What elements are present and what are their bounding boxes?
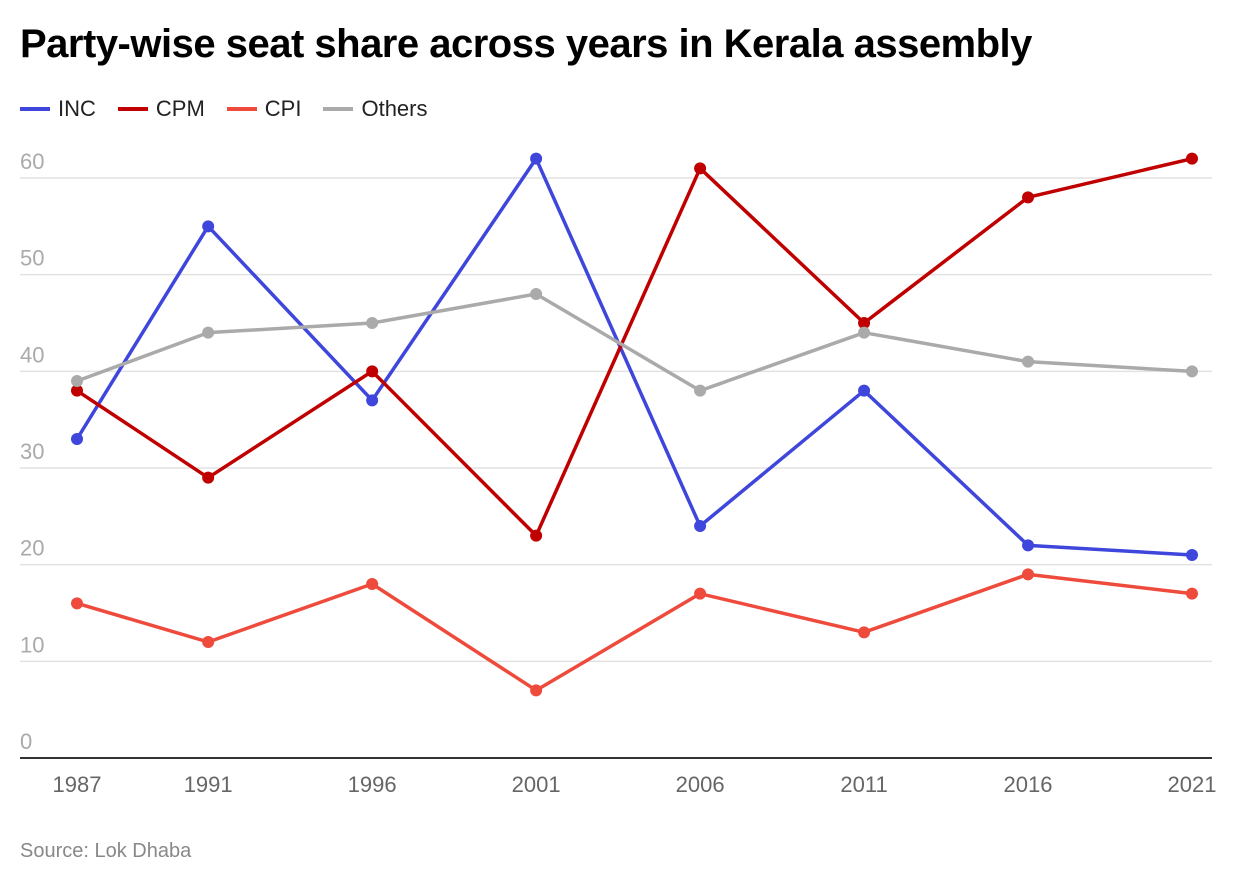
legend-item-others: Others [323, 96, 428, 122]
series-line-cpi [76, 572, 1193, 693]
data-point-inc [694, 520, 707, 532]
legend-swatch [323, 107, 354, 111]
data-point-cpm [202, 471, 215, 484]
data-point-others [1186, 365, 1198, 378]
data-point-cpm [530, 529, 543, 542]
source-note: Source: Lok Dhaba [20, 840, 192, 862]
legend-label: CPM [155, 96, 205, 121]
y-tick-label: 50 [20, 246, 44, 271]
legend-label: INC [58, 96, 96, 121]
data-point-others [858, 326, 871, 339]
y-tick-label: 10 [20, 632, 44, 657]
legend-swatch [226, 107, 257, 111]
series-line-cpm [76, 156, 1193, 538]
data-point-inc [530, 152, 543, 165]
chart-title: Party-wise seat share across years in Ke… [20, 22, 1032, 66]
data-point-others [694, 384, 707, 397]
y-tick-label: 40 [20, 342, 44, 367]
data-point-inc [366, 394, 379, 407]
y-tick-label: 0 [20, 729, 32, 754]
legend-swatch [20, 107, 50, 111]
data-point-cpi [1022, 568, 1035, 581]
legend-item-inc: INC [20, 96, 96, 122]
legend-label: Others [361, 96, 428, 121]
x-tick-label: 1996 [348, 772, 397, 797]
series-line-others [76, 292, 1193, 393]
x-tick-label: 2011 [840, 772, 887, 797]
y-tick-label: 60 [20, 149, 44, 174]
data-point-cpm [366, 365, 379, 378]
x-tick-label: 1991 [184, 772, 233, 797]
data-point-cpm [71, 384, 83, 397]
data-point-inc [71, 433, 83, 445]
data-point-cpm [1186, 152, 1198, 165]
y-tick-label: 30 [20, 439, 44, 464]
y-tick-label: 20 [20, 536, 44, 561]
data-point-others [530, 288, 543, 300]
data-point-cpm [858, 317, 871, 329]
x-tick-label: 2021 [1168, 772, 1217, 797]
data-point-cpm [1022, 191, 1035, 204]
data-point-cpi [366, 578, 379, 590]
data-point-inc [202, 220, 215, 233]
legend-item-cpm: CPM [117, 96, 205, 122]
x-tick-label: 2001 [512, 772, 561, 797]
data-point-others [202, 326, 215, 339]
data-point-inc [858, 384, 871, 397]
data-point-others [366, 317, 379, 329]
data-point-inc [1022, 539, 1035, 552]
legend-item-cpi: CPI [226, 96, 302, 122]
data-point-others [1022, 355, 1035, 368]
data-point-cpm [694, 162, 707, 175]
legend-swatch [117, 107, 148, 111]
data-point-cpi [694, 587, 707, 600]
data-point-others [71, 375, 83, 387]
data-point-cpi [1186, 587, 1198, 600]
data-point-cpi [202, 636, 215, 648]
legend-label: CPI [264, 96, 302, 121]
data-point-inc [1186, 549, 1198, 561]
data-point-cpi [71, 597, 83, 610]
x-tick-label: 1987 [53, 772, 102, 797]
x-tick-label: 2016 [1004, 772, 1053, 797]
data-point-cpi [530, 684, 543, 697]
legend: INC CPM CPI Others [20, 96, 428, 122]
data-point-cpi [858, 626, 871, 639]
x-tick-label: 2006 [676, 772, 725, 797]
